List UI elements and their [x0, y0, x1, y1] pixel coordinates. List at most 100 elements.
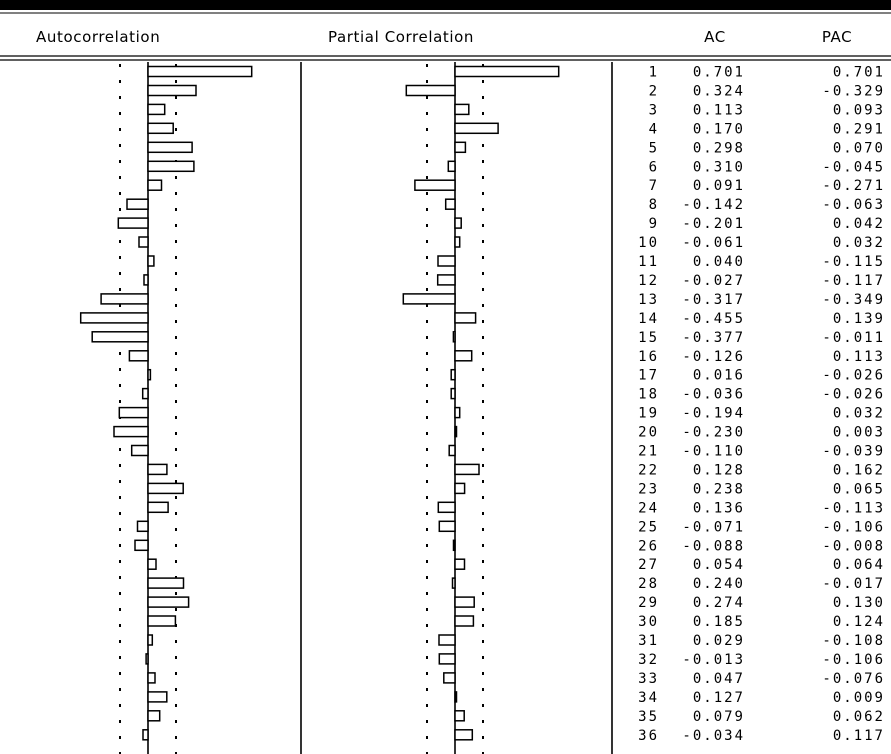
pac-bar	[454, 558, 466, 570]
pac-value: 0.130	[833, 595, 885, 611]
value-table: 1 0.701 0.701 2 0.324 -0.329 3 0.113 0.093 4 0.170…	[638, 65, 885, 744]
ac-value: -0.455	[682, 311, 745, 327]
lag-label: 8	[649, 197, 659, 213]
pac-bar	[452, 539, 456, 552]
ac-bar	[138, 236, 149, 248]
col-title-autocorrelation: Autocorrelation	[36, 28, 160, 46]
ac-bar	[147, 710, 161, 722]
pac-bar	[454, 350, 473, 362]
pac-bar	[454, 103, 470, 116]
pac-bar	[414, 179, 456, 191]
ac-value: 0.091	[693, 178, 745, 194]
lag-label: 27	[638, 557, 659, 573]
pac-value: -0.113	[822, 500, 885, 516]
ac-bar	[142, 729, 149, 741]
pac-bar	[451, 577, 456, 589]
pac-bar	[402, 293, 456, 305]
pac-bar	[405, 84, 456, 97]
lag-label: 22	[638, 462, 659, 478]
pac-value: -0.329	[822, 84, 885, 100]
lag-label: 7	[649, 178, 659, 194]
pac-bar	[448, 444, 456, 457]
pac-bar	[454, 141, 467, 154]
lag-label: 13	[638, 292, 659, 308]
lag-label: 3	[649, 102, 659, 118]
pac-bar	[454, 236, 461, 248]
lag-label: 12	[638, 273, 659, 289]
pac-bar	[452, 331, 456, 343]
ac-value: 0.170	[693, 121, 745, 137]
ac-bar	[145, 653, 149, 665]
pac-bar	[443, 672, 456, 684]
lag-label: 24	[638, 500, 659, 516]
pac-bars	[402, 65, 560, 741]
ac-bar	[79, 312, 149, 324]
ac-bar	[126, 198, 149, 210]
ac-value: 0.047	[693, 671, 745, 687]
lag-label: 34	[638, 690, 659, 706]
lag-label: 29	[638, 595, 659, 611]
pac-bar	[444, 198, 456, 210]
pac-value: 0.032	[833, 235, 885, 251]
lag-label: 9	[649, 216, 659, 232]
ac-value: 0.113	[693, 102, 745, 118]
ac-bar	[128, 350, 149, 362]
ac-value: 0.040	[693, 254, 745, 270]
ac-bar	[136, 520, 149, 533]
lag-label: 32	[638, 652, 659, 668]
ac-value: -0.088	[682, 538, 745, 554]
ac-value: -0.034	[682, 728, 745, 744]
ac-bar	[147, 501, 169, 514]
lag-label: 14	[638, 311, 659, 327]
pac-value: 0.162	[833, 462, 885, 478]
ac-bar	[143, 274, 149, 286]
ac-bar	[147, 103, 166, 116]
ac-value: 0.136	[693, 500, 745, 516]
ac-bar	[147, 691, 168, 703]
ac-value: 0.016	[693, 368, 745, 384]
pac-value: 0.701	[833, 65, 885, 81]
pac-value: 0.139	[833, 311, 885, 327]
pac-bar	[454, 615, 475, 627]
ac-bar	[147, 482, 184, 495]
lag-label: 5	[649, 140, 659, 156]
pac-value: -0.271	[822, 178, 885, 194]
pac-value: 0.003	[833, 425, 885, 441]
pac-value: -0.349	[822, 292, 885, 308]
pac-value: 0.093	[833, 102, 885, 118]
pac-bar	[454, 691, 458, 703]
pac-value: -0.011	[822, 330, 885, 346]
col-title-ac: AC	[704, 28, 726, 46]
ac-bar	[134, 539, 149, 552]
lag-label: 36	[638, 728, 659, 744]
ac-value: -0.201	[682, 216, 745, 232]
ac-bar	[147, 615, 177, 627]
ac-value: -0.142	[682, 197, 745, 213]
lag-label: 21	[638, 444, 659, 460]
pac-value: -0.115	[822, 254, 885, 270]
pac-value: 0.042	[833, 216, 885, 232]
ac-value: -0.110	[682, 444, 745, 460]
pac-bar	[437, 501, 456, 514]
ac-value: -0.027	[682, 273, 745, 289]
pac-value: -0.026	[822, 387, 885, 403]
lag-label: 31	[638, 633, 659, 649]
pac-bar	[438, 520, 456, 533]
ac-value: 0.701	[693, 65, 745, 81]
lag-label: 18	[638, 387, 659, 403]
pac-value: -0.063	[822, 197, 885, 213]
lag-label: 19	[638, 406, 659, 422]
lag-label: 26	[638, 538, 659, 554]
ac-bar	[113, 425, 149, 438]
lag-label: 25	[638, 519, 659, 535]
pac-bar	[454, 312, 477, 324]
pac-value: 0.291	[833, 121, 885, 137]
lag-label: 28	[638, 576, 659, 592]
pac-bar	[454, 65, 560, 78]
lag-label: 16	[638, 349, 659, 365]
pac-bar	[454, 463, 480, 476]
ac-bar	[141, 387, 149, 400]
ac-bar	[147, 65, 253, 78]
ac-value: 0.324	[693, 84, 745, 100]
ac-value: -0.013	[682, 652, 745, 668]
